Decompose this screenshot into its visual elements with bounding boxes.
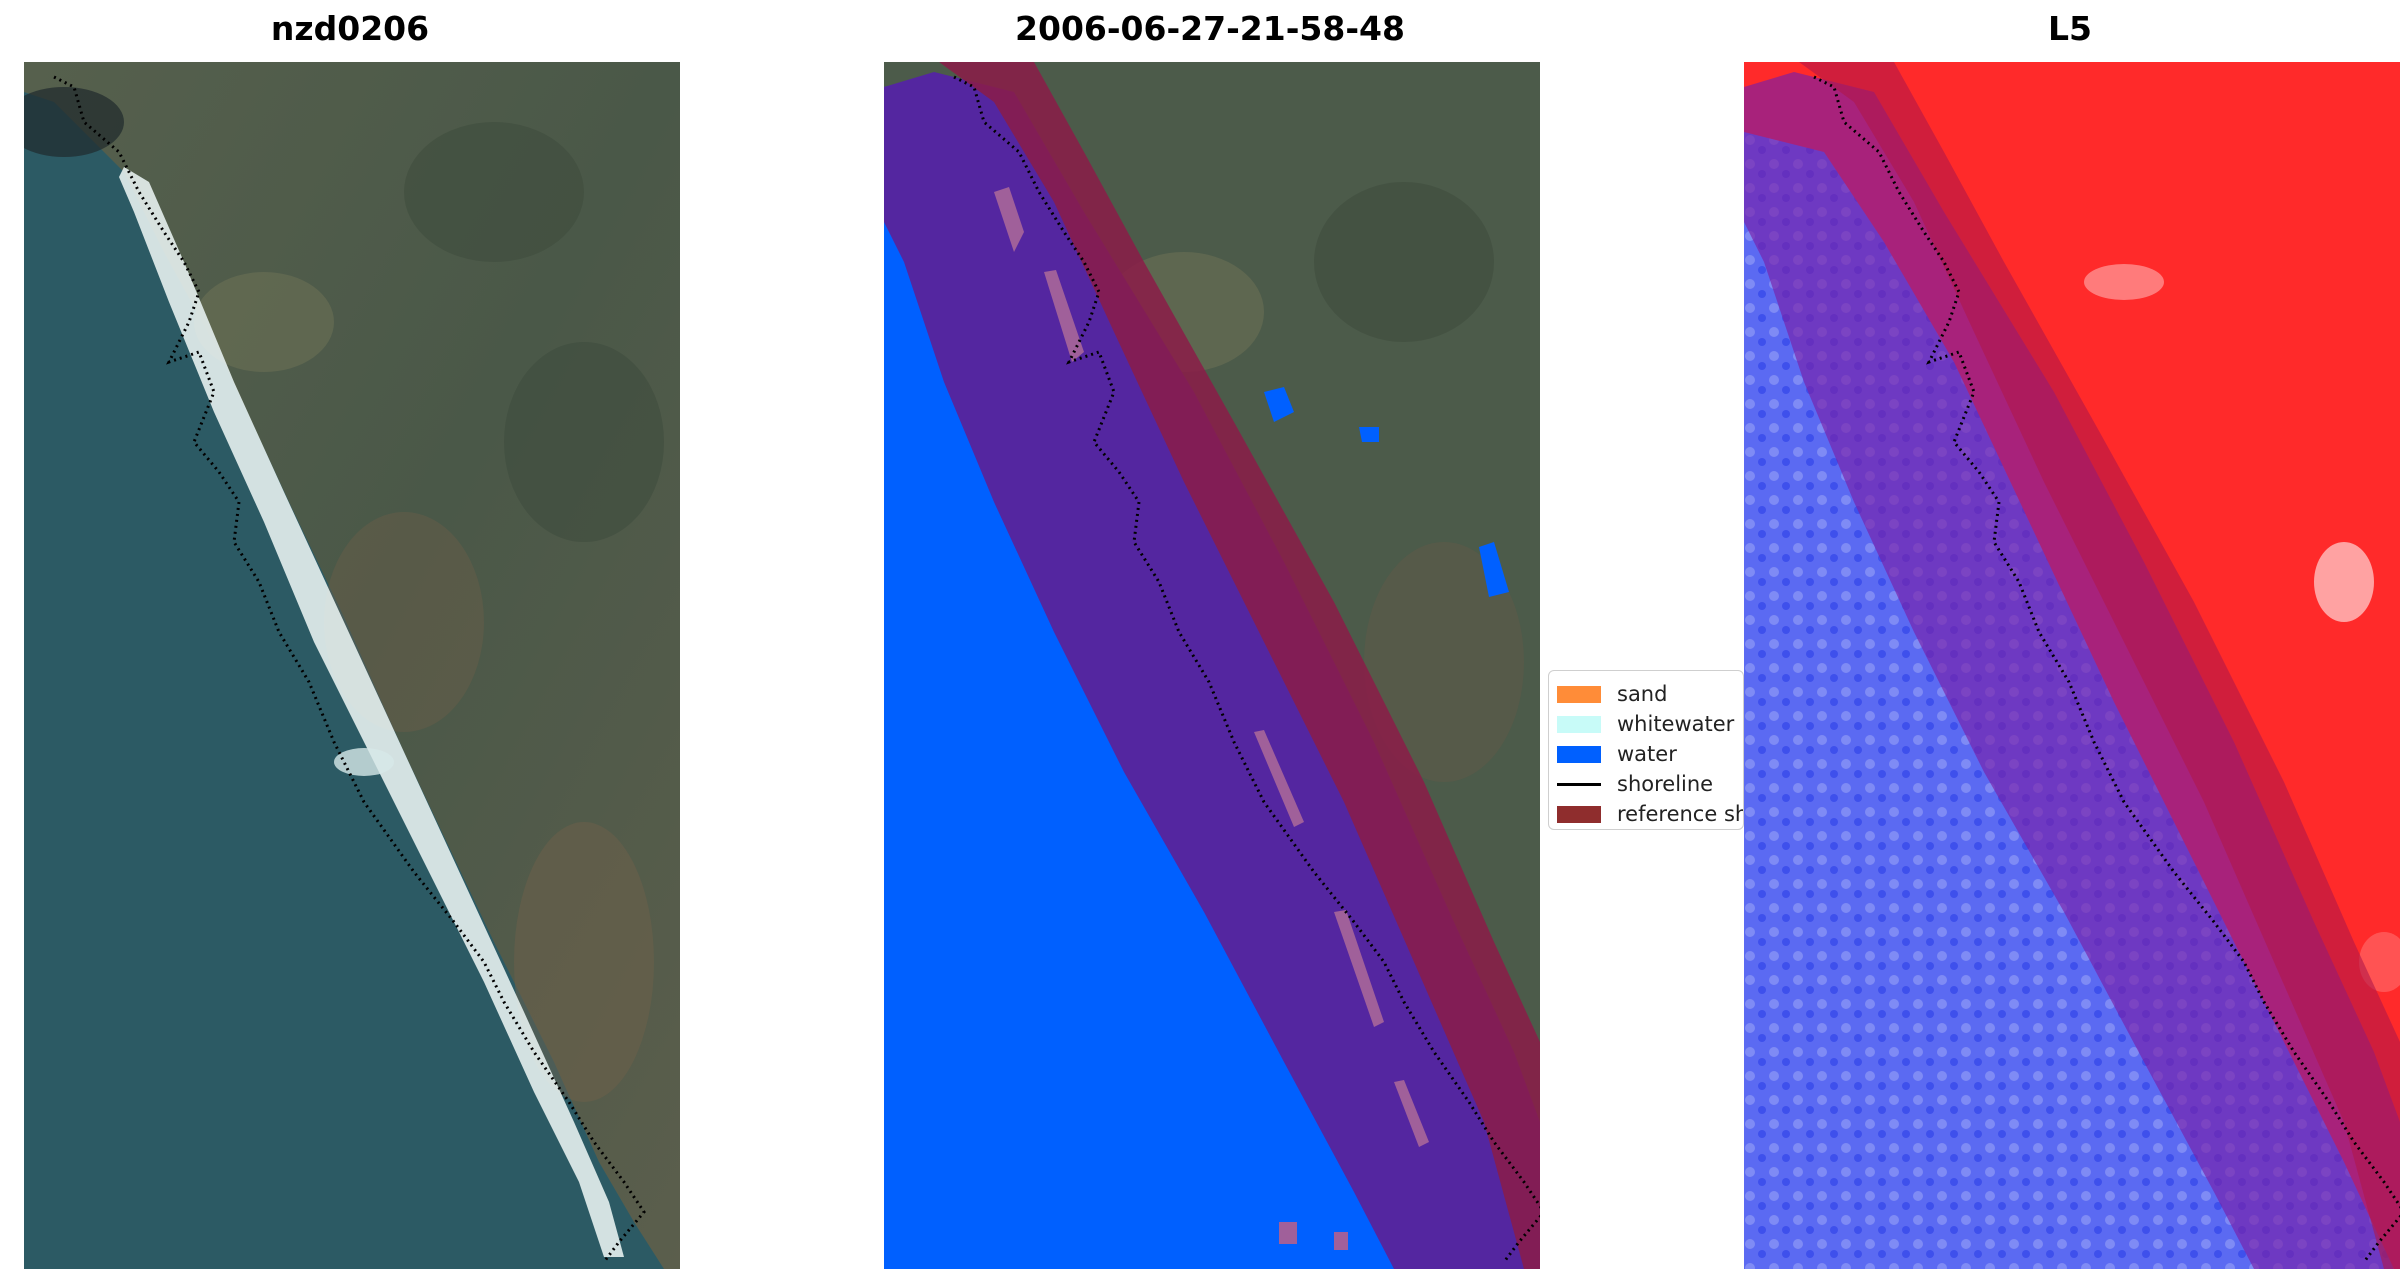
legend-swatch [1557,745,1601,763]
panel-title-image: nzd0206 [270,9,430,48]
legend-item-sand: sand [1557,679,1743,709]
legend-label: reference sh [1617,802,1744,826]
legend-label: sand [1617,682,1668,706]
legend-swatch [1557,715,1601,733]
legend: sand whitewater water shoreline reference sh [1548,670,1744,830]
classification-panel [884,62,1540,1269]
legend-swatch [1557,805,1601,823]
legend-label: whitewater [1617,712,1735,736]
panel-title-classification: 2006-06-27-21-58-48 [1015,9,1405,48]
legend-item-water: water [1557,739,1743,769]
index-panel [1744,62,2400,1269]
legend-item-shoreline: shoreline [1557,769,1743,799]
satellite-image-panel [24,62,680,1269]
legend-swatch [1557,685,1601,703]
legend-swatch [1557,782,1601,786]
legend-item-reference-sh: reference sh [1557,799,1743,829]
legend-label: shoreline [1617,772,1714,796]
panel-title-index: L5 [2048,9,2092,48]
legend-label: water [1617,742,1677,766]
legend-item-whitewater: whitewater [1557,709,1743,739]
